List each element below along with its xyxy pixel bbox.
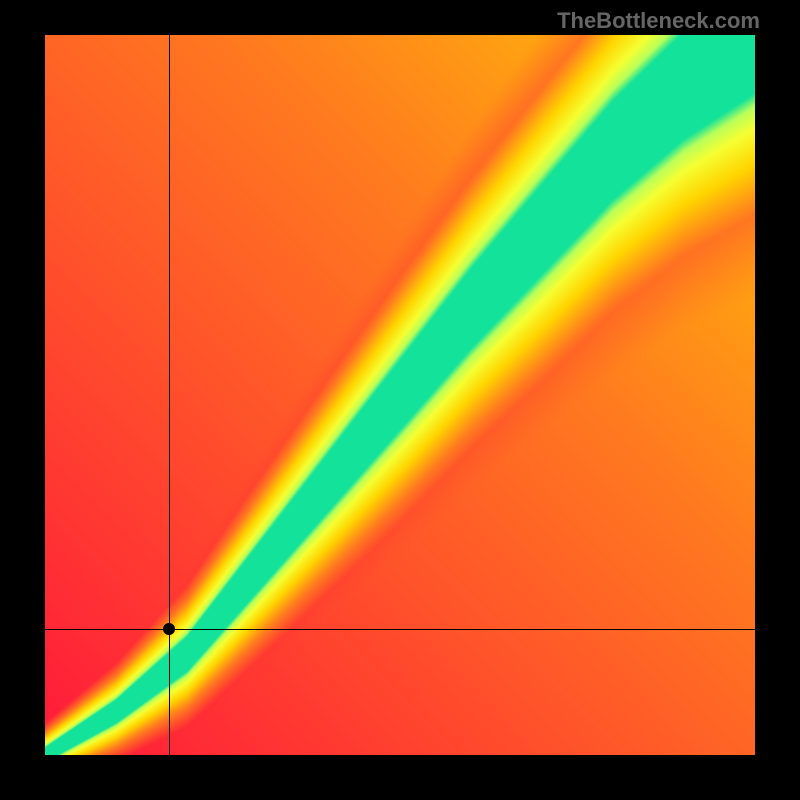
crosshair-horizontal <box>45 629 755 630</box>
chart-container: TheBottleneck.com <box>0 0 800 800</box>
crosshair-marker <box>163 623 175 635</box>
plot-area <box>45 35 755 755</box>
heatmap-canvas <box>45 35 755 755</box>
watermark-text: TheBottleneck.com <box>557 8 760 34</box>
crosshair-vertical <box>169 35 170 755</box>
